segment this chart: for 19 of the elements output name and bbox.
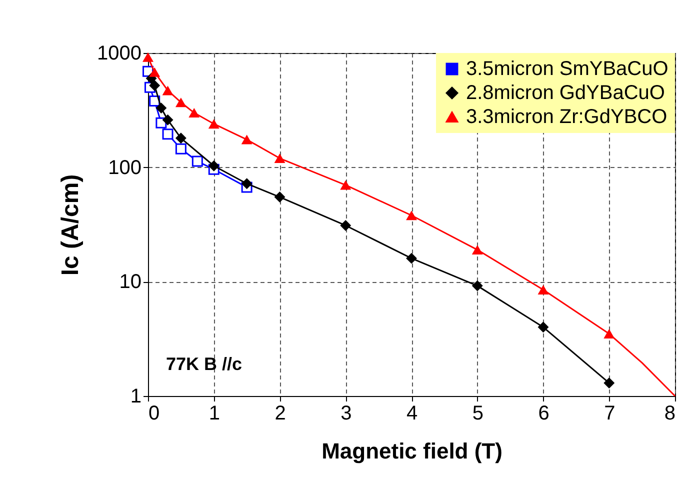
- y-tick-label: 1: [130, 386, 142, 408]
- x-tick-label: 4: [406, 402, 418, 424]
- annotation: 77K B //c: [166, 354, 242, 374]
- legend-label: 3.5micron SmYBaCuO: [466, 58, 668, 80]
- y-axis-title: Ic (A/cm): [57, 174, 84, 276]
- x-tick-label: 7: [604, 402, 616, 424]
- x-tick-label: 1: [208, 402, 220, 424]
- legend-label: 3.3micron Zr:GdYBCO: [466, 106, 668, 128]
- x-tick-label: 3: [340, 402, 352, 424]
- x-tick-label: 0: [148, 402, 160, 424]
- x-tick-label: 5: [472, 402, 484, 424]
- x-tick-label: 6: [538, 402, 550, 424]
- legend-label: 2.8micron GdYBaCuO: [466, 82, 665, 104]
- y-tick-label: 100: [108, 156, 142, 179]
- x-tick-label: 8: [664, 402, 676, 424]
- x-axis-title: Magnetic field (T): [322, 438, 502, 464]
- y-tick-label: 1000: [97, 42, 142, 64]
- y-tick-label: 10: [119, 271, 142, 294]
- x-tick-label: 2: [274, 402, 286, 424]
